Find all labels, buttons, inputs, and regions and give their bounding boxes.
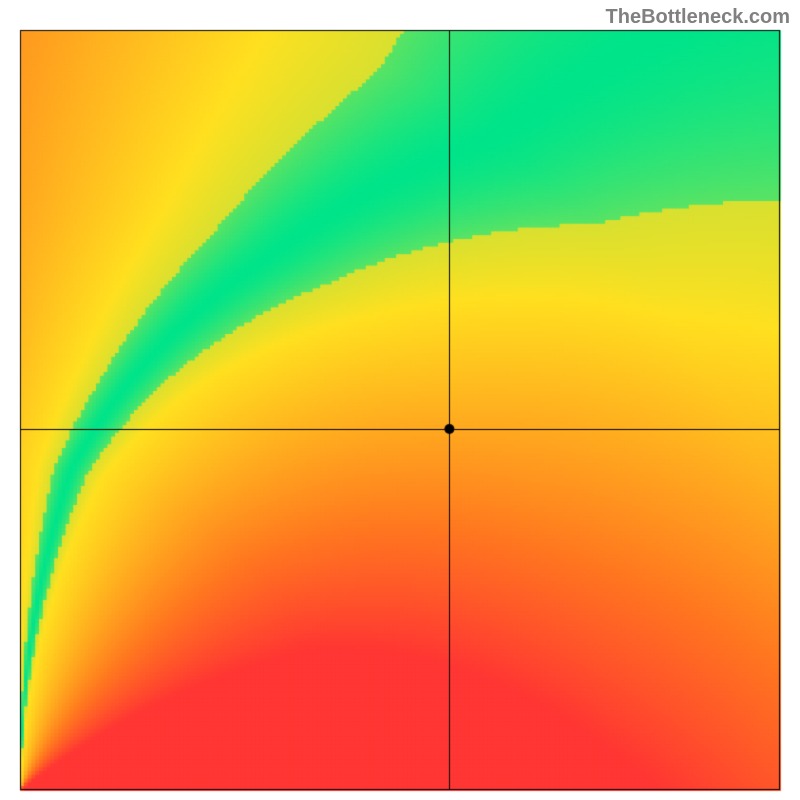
chart-container: TheBottleneck.com — [0, 0, 800, 800]
bottleneck-heatmap-canvas — [0, 0, 800, 800]
watermark-text: TheBottleneck.com — [606, 6, 790, 29]
